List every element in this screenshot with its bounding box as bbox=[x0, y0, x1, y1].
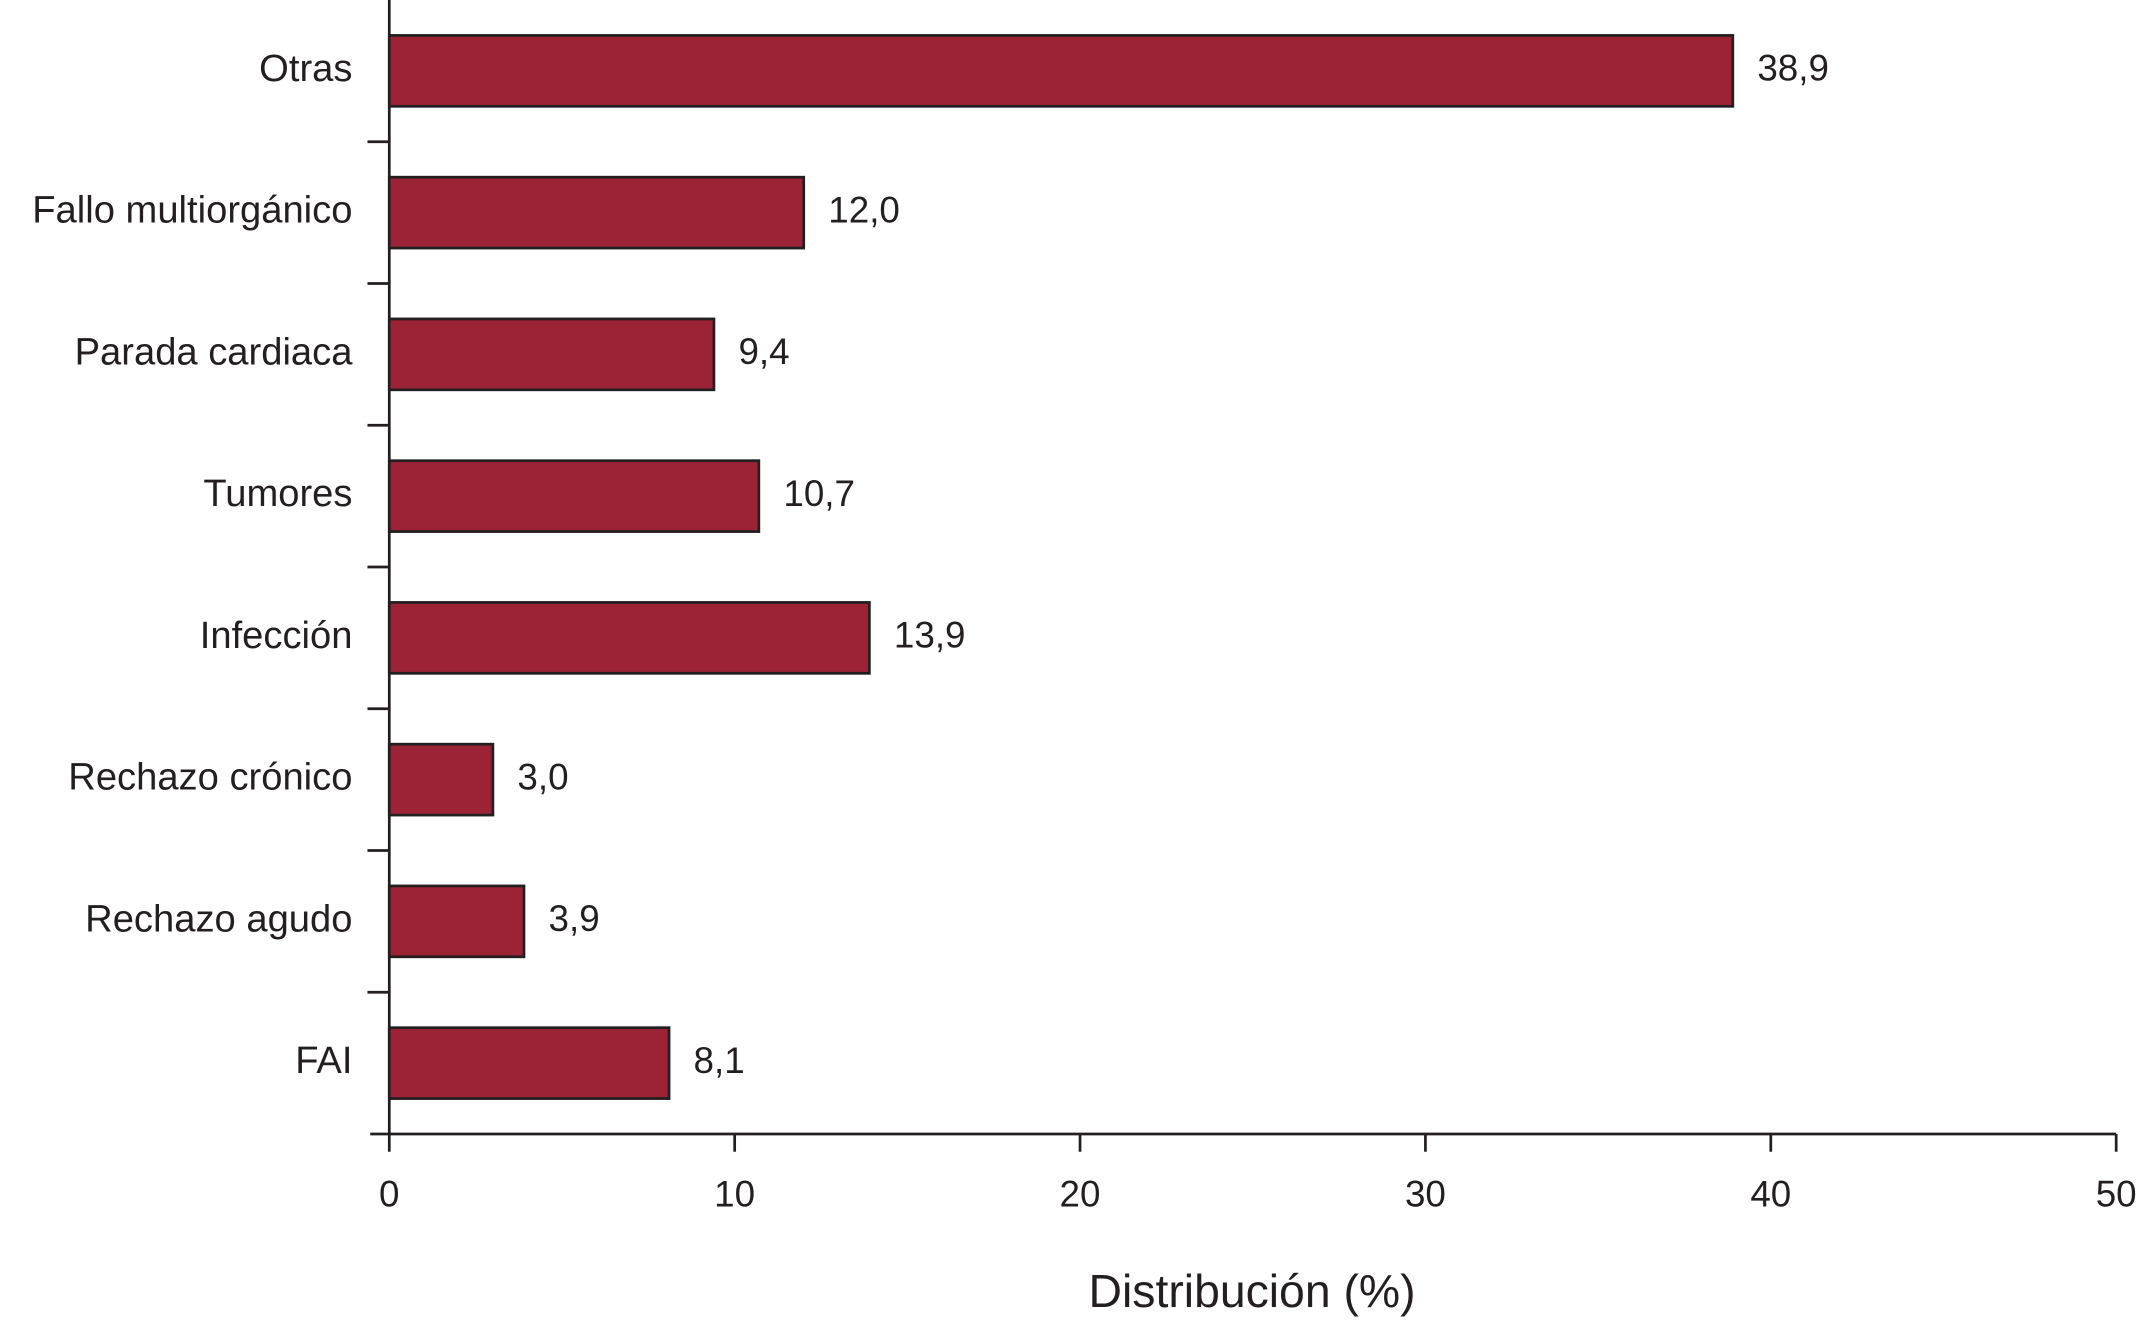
x-tick-label: 0 bbox=[379, 1173, 399, 1214]
y-tick-label: Otras bbox=[259, 47, 352, 90]
bar bbox=[387, 317, 716, 392]
x-tick-label: 40 bbox=[1750, 1173, 1791, 1214]
value-label: 8,1 bbox=[694, 1040, 745, 1081]
bar bbox=[387, 884, 526, 959]
y-tick-label: Infección bbox=[200, 614, 353, 657]
x-tick-label: 50 bbox=[2096, 1173, 2137, 1214]
value-label: 9,4 bbox=[738, 331, 789, 372]
x-tick-label: 30 bbox=[1405, 1173, 1446, 1214]
y-tick-label: Tumores bbox=[203, 472, 352, 515]
y-tick-label: Rechazo crónico bbox=[68, 756, 352, 799]
bar bbox=[387, 459, 761, 533]
x-tick-label: 20 bbox=[1060, 1173, 1101, 1214]
bar bbox=[387, 175, 806, 250]
bar bbox=[387, 1026, 671, 1100]
value-label: 3,9 bbox=[549, 898, 600, 939]
bar bbox=[387, 601, 871, 675]
bar bbox=[387, 34, 1735, 108]
y-tick-label: Parada cardiaca bbox=[75, 330, 354, 373]
value-label: 13,9 bbox=[894, 615, 966, 656]
value-label: 10,7 bbox=[783, 473, 855, 514]
x-axis-label: Distribución (%) bbox=[1089, 1265, 1416, 1317]
y-tick-label: Fallo multiorgánico bbox=[32, 189, 352, 232]
value-label: 3,0 bbox=[517, 756, 568, 797]
y-tick-label: FAI bbox=[295, 1039, 352, 1082]
y-tick-label: Rechazo agudo bbox=[85, 897, 352, 940]
value-label: 38,9 bbox=[1757, 48, 1829, 89]
x-tick-label: 10 bbox=[714, 1173, 755, 1214]
bar bbox=[387, 742, 495, 817]
value-label: 12,0 bbox=[828, 189, 900, 230]
